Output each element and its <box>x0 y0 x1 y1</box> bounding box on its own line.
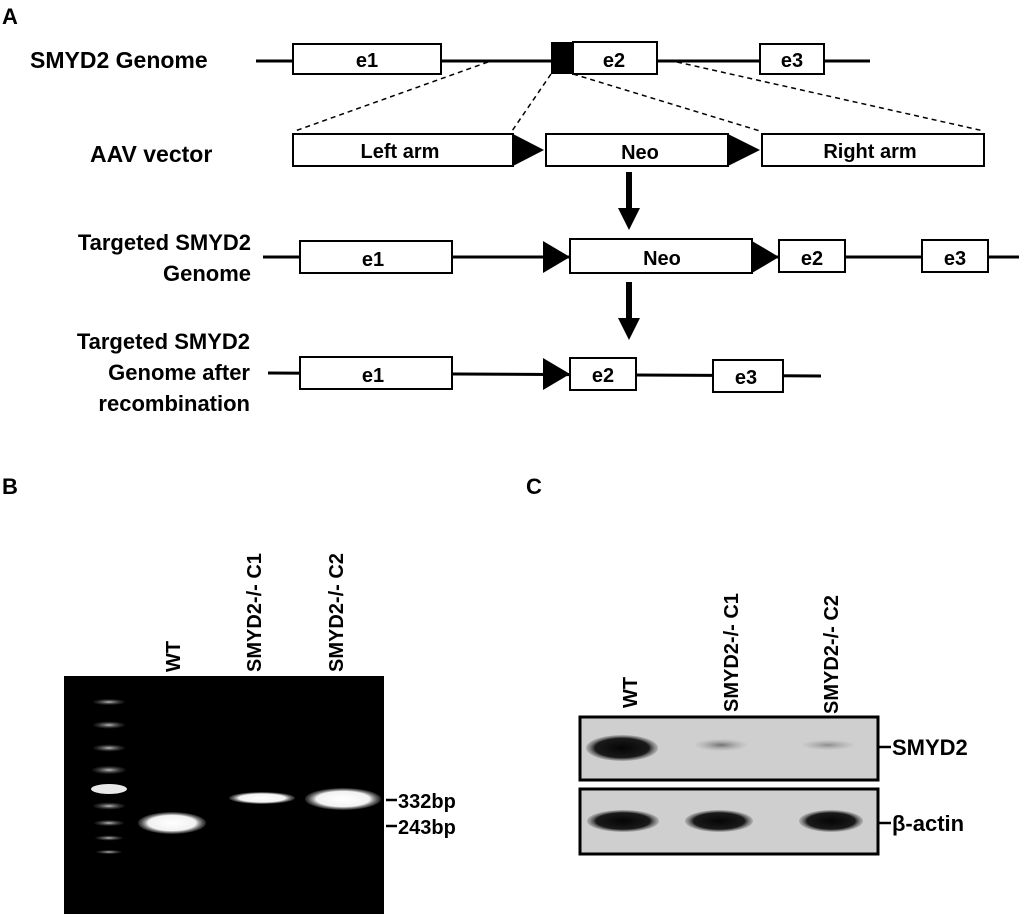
recomb-exon-e3 <box>712 359 784 393</box>
loxp-triangle <box>543 241 570 273</box>
arrow-down <box>618 172 640 230</box>
recomb-exon-e1 <box>299 356 453 390</box>
blot-band-c2-smyd2 <box>802 740 854 750</box>
loxp-triangle <box>543 358 570 390</box>
genome-black-segment <box>551 42 573 74</box>
row-genome-label: SMYD2 Genome <box>30 47 208 73</box>
size-marker-332bp: 332bp <box>398 791 456 813</box>
panel-c: C WT SMYD2-/- C1 SMYD2-/- C2 SMYD2 β-act… <box>526 474 968 856</box>
panel-a: A SMYD2 Genome e1 e2 e3 AAV vector Left … <box>2 4 1019 416</box>
panel-c-label: C <box>526 474 542 499</box>
recomb-exon-e2 <box>569 357 637 391</box>
row-targeted-label-2: Genome <box>163 261 251 286</box>
genome-exon-e3-label: e3 <box>781 50 803 72</box>
recomb-exon-e3-label: e3 <box>735 367 757 389</box>
row-recombined-genome: Targeted SMYD2 Genome after recombinatio… <box>77 329 822 416</box>
row-targeted-genome: Targeted SMYD2 Genome e1 Neo e2 e3 <box>78 230 1019 286</box>
gel-band-wt-243bp <box>138 812 206 834</box>
arrow-down <box>618 282 640 340</box>
row-aav-vector: AAV vector Left arm Neo Right arm <box>90 133 985 167</box>
genome-exon-e2-label: e2 <box>603 50 625 72</box>
row-recomb-label-1: Targeted SMYD2 <box>77 329 250 354</box>
blot-band-c1-actin <box>685 810 753 832</box>
vector-left-arm-label: Left arm <box>361 141 440 163</box>
size-marker-243bp: 243bp <box>398 817 456 839</box>
blot-protein-beta-actin: β-actin <box>892 811 964 836</box>
panel-b-label: B <box>2 474 18 499</box>
row-recomb-label-2: Genome after <box>108 360 250 385</box>
vector-right-arm-label: Right arm <box>823 141 916 163</box>
row-smyd2-genome: SMYD2 Genome e1 e2 e3 <box>30 41 870 75</box>
targeted-exon-e2-label: e2 <box>801 248 823 270</box>
recomb-exon-e1-label: e1 <box>362 365 384 387</box>
genome-exon-e3 <box>759 43 825 75</box>
gel-band-c1-332bp <box>229 792 295 804</box>
blot-lane-label-c2: SMYD2-/- C2 <box>821 595 843 714</box>
row-aav-label: AAV vector <box>90 141 212 167</box>
dna-ladder <box>91 699 127 854</box>
gel-band-c2-332bp <box>305 788 381 810</box>
gel-lane-label-wt: WT <box>163 641 185 672</box>
blot-protein-smyd2: SMYD2 <box>892 735 968 760</box>
targeted-neo-label: Neo <box>643 248 681 270</box>
gel-lane-label-c2: SMYD2-/- C2 <box>326 553 348 672</box>
vector-neo <box>545 133 729 167</box>
vector-left-arm <box>292 133 514 167</box>
genome-exon-e1-label: e1 <box>356 50 378 72</box>
targeted-exon-e1 <box>299 240 453 274</box>
recomb-exon-e2-label: e2 <box>592 365 614 387</box>
targeted-exon-e3 <box>921 239 989 273</box>
genome-exon-e2 <box>572 41 658 75</box>
vector-right-arm <box>761 133 985 167</box>
blot-lane-label-c1: SMYD2-/- C1 <box>721 593 743 712</box>
blot-band-wt-actin <box>587 810 659 832</box>
targeted-exon-e3-label: e3 <box>944 248 966 270</box>
blot-lane-label-wt: WT <box>620 677 642 708</box>
row-targeted-label-1: Targeted SMYD2 <box>78 230 251 255</box>
row-recomb-label-3: recombination <box>98 391 250 416</box>
panel-a-label: A <box>2 4 18 29</box>
loxp-triangle <box>728 134 760 166</box>
blot-band-c2-actin <box>799 810 863 832</box>
panel-b: B WT SMYD2-/- C1 SMYD2-/- C2 332bp 243bp <box>2 474 456 914</box>
loxp-triangle <box>513 134 544 166</box>
blot-band-c1-smyd2 <box>695 739 747 751</box>
homology-dashed-lines <box>294 61 985 132</box>
vector-neo-label: Neo <box>621 142 659 164</box>
targeted-exon-e1-label: e1 <box>362 249 384 271</box>
genome-exon-e1 <box>292 43 442 75</box>
targeted-exon-e2 <box>778 239 846 273</box>
gel-lane-label-c1: SMYD2-/- C1 <box>244 553 266 672</box>
blot-band-wt-smyd2 <box>586 735 658 761</box>
loxp-triangle <box>752 241 779 273</box>
